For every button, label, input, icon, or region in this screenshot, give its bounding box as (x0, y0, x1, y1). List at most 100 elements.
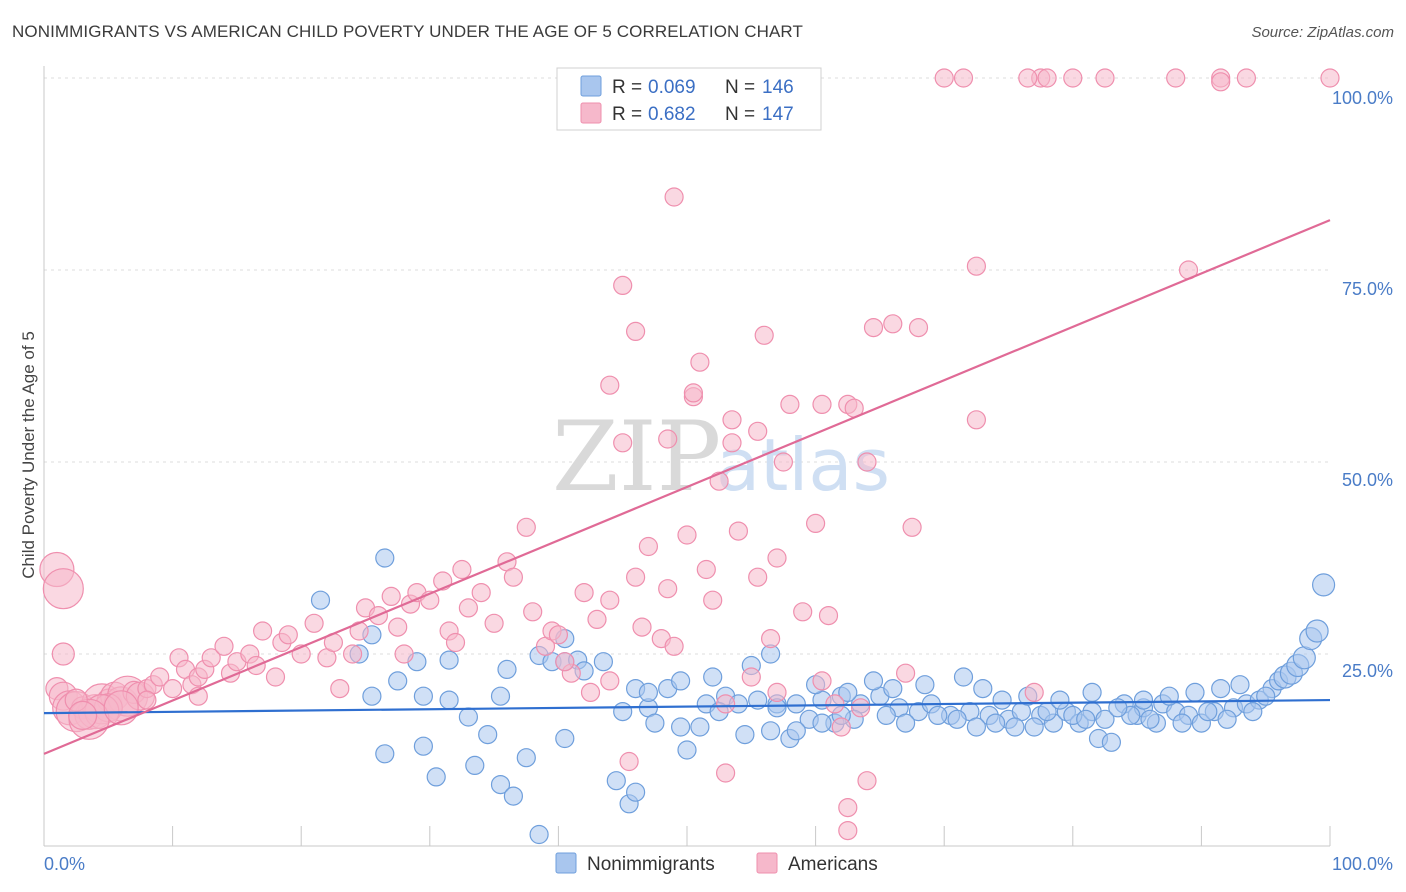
nonimmigrants-point (490, 774, 511, 795)
americans-point (458, 598, 478, 618)
watermark-zip: ZIP (552, 401, 721, 513)
americans-point (600, 590, 620, 610)
legend-swatch-pink (580, 102, 602, 124)
americans-point (600, 375, 620, 395)
americans-point (150, 667, 170, 687)
americans-point (445, 632, 466, 653)
legend-n-label-0: N = (725, 77, 755, 98)
nonimmigrants-point (478, 724, 498, 745)
legend-r-label-1: R = (612, 104, 642, 125)
nonimmigrants-point (670, 671, 691, 691)
nonimmigrants-point (928, 705, 948, 726)
americans-point (580, 682, 601, 703)
americans-point (452, 559, 472, 580)
nonimmigrants-point (413, 686, 433, 706)
nonimmigrants-point (439, 690, 459, 710)
americans-point (715, 763, 736, 783)
americans-point (253, 621, 273, 641)
americans-point (850, 698, 871, 718)
nonimmigrants-point (760, 721, 781, 741)
americans-point (330, 678, 350, 699)
americans-point (883, 314, 903, 334)
americans-point (484, 613, 504, 633)
chart-title: NONIMMIGRANTS VS AMERICAN CHILD POVERTY … (12, 22, 803, 41)
americans-trend-line (43, 219, 1331, 755)
americans-point (574, 582, 594, 603)
americans-point (214, 636, 234, 656)
nonimmigrants-point (966, 717, 987, 737)
nonimmigrants-point (458, 707, 478, 727)
nonimmigrants-point (645, 713, 665, 733)
americans-point (664, 187, 684, 207)
legend-n-value-1: 147 (762, 104, 794, 125)
americans-point (683, 383, 704, 403)
americans-point (934, 68, 954, 88)
trend-lines (43, 219, 1331, 755)
nonimmigrants-point (497, 659, 517, 680)
nonimmigrants-point (375, 744, 395, 764)
legend-n-value-0: 146 (762, 77, 794, 98)
nonimmigrants-point (1305, 619, 1329, 643)
americans-point (825, 694, 845, 714)
americans-point (632, 617, 652, 637)
americans-point (812, 671, 832, 691)
americans-point (715, 694, 736, 714)
americans-point (754, 325, 774, 345)
nonimmigrants-point (947, 709, 967, 729)
americans-point (619, 751, 639, 772)
nonimmigrants-point (973, 678, 993, 699)
americans-point (503, 567, 524, 587)
americans-point (677, 525, 697, 545)
x-axis-ticks (43, 826, 1331, 846)
nonimmigrants-point (555, 728, 575, 749)
nonimmigrants-point (1005, 717, 1025, 737)
nonimmigrants-point (625, 782, 646, 802)
nonimmigrants-point (1076, 709, 1096, 729)
americans-point (1024, 682, 1044, 703)
americans-point (895, 663, 916, 683)
bottom-legend-label-americans: Americans (788, 854, 878, 875)
americans-point (600, 671, 620, 691)
nonimmigrants-point (915, 675, 935, 695)
nonimmigrants-point (465, 755, 485, 776)
legend-r-value-0: 0.069 (648, 77, 696, 98)
nonimmigrants-point (786, 694, 806, 714)
americans-point (638, 536, 659, 557)
americans-point (658, 429, 678, 449)
legend-r-value-1: 0.682 (648, 104, 696, 125)
americans-point (953, 68, 974, 88)
nonimmigrants-point (883, 678, 903, 699)
nonimmigrants-point (1211, 678, 1231, 699)
americans-point (201, 648, 221, 668)
nonimmigrants-trend-line (43, 698, 1331, 715)
americans-point (857, 452, 877, 472)
nonimmigrants-point (1133, 690, 1154, 710)
americans-point (548, 625, 569, 645)
nonimmigrants-point (413, 736, 433, 756)
nonimmigrants-point (1140, 709, 1160, 729)
americans-point (625, 321, 646, 341)
americans-point (137, 690, 157, 710)
legend-swatch-blue (580, 75, 602, 97)
nonimmigrants-point (703, 667, 723, 687)
americans-point (664, 636, 684, 656)
nonimmigrants-point (439, 650, 459, 670)
americans-point (760, 628, 781, 649)
nonimmigrants-point (748, 690, 768, 710)
americans-point (381, 586, 401, 607)
americans-point (767, 682, 787, 703)
bottom-legend: Nonimmigrants Americans (555, 852, 878, 875)
nonimmigrants-point (503, 786, 524, 806)
nonimmigrants-point (838, 682, 858, 703)
americans-point (388, 617, 408, 637)
americans-point (722, 410, 742, 430)
nonimmigrants-point (863, 671, 884, 691)
americans-point (51, 642, 75, 666)
americans-point (690, 352, 710, 372)
nonimmigrants-point (1217, 709, 1237, 729)
americans-point (278, 625, 298, 645)
nonimmigrants-point (1243, 701, 1263, 722)
americans-point (555, 652, 575, 672)
americans-point (767, 548, 787, 568)
legend-box: R = 0.069 N = 146 R = 0.682 N = 147 (556, 67, 822, 131)
